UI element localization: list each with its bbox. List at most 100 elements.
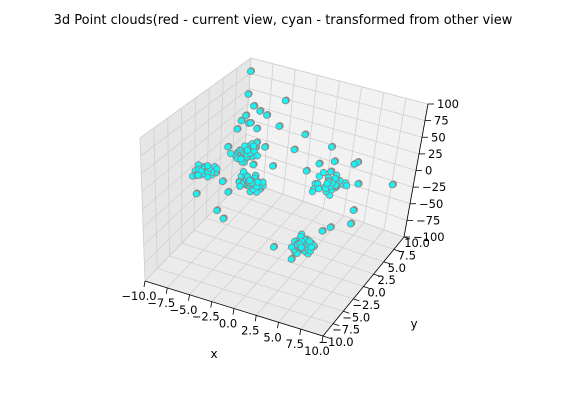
cyan-cluster-point [237, 155, 245, 163]
x-axis-label: x [210, 347, 217, 361]
x-tick-mark [188, 294, 190, 301]
y-tick-label: 10.0 [404, 236, 430, 250]
grid-line-z-side [142, 118, 248, 210]
cyan-cluster-point [203, 162, 212, 170]
cyan-point [315, 160, 323, 168]
cyan-point [192, 190, 200, 198]
cyan-point [349, 206, 357, 215]
z-tick-label: 0 [425, 164, 432, 178]
z-tick-label: −75 [416, 213, 440, 227]
z-tick-label: 100 [437, 97, 459, 111]
grid-line-y-floor [157, 267, 334, 325]
cyan-point [281, 97, 290, 105]
cyan-point [327, 168, 335, 176]
y-tick-mark [373, 273, 380, 277]
y-tick-label: −5.0 [342, 310, 370, 324]
cyan-cluster-point [342, 182, 351, 190]
y-tick-mark [322, 335, 330, 339]
x-tick-mark [210, 301, 213, 308]
grid-line-y-floor [169, 255, 344, 312]
cyan-point [246, 67, 255, 76]
cyan-point [330, 157, 339, 166]
cyan-point [290, 146, 298, 154]
cyan-point [233, 125, 241, 133]
tick-labels: −10.0−7.5−5.0−2.5 0.0 2.5 5.0 7.5 10.0−10.0−7… [121, 97, 459, 358]
cyan-cluster-point [308, 187, 317, 196]
x-tick-label: 7.5 [286, 337, 304, 351]
cyan-point [388, 181, 396, 189]
cyan-point [302, 167, 310, 175]
cyan-point [224, 188, 232, 196]
cyan-point [327, 143, 336, 151]
chart-title: 3d Point clouds(red - current view, cyan… [54, 13, 513, 28]
cyan-point [287, 255, 295, 263]
cyan-cluster-point [246, 176, 254, 184]
z-tick-label: 25 [428, 147, 443, 161]
cyan-cluster-point [236, 182, 244, 190]
x-tick-label: 10.0 [304, 344, 330, 358]
cyan-point [261, 143, 269, 151]
cyan-cluster-point [319, 168, 328, 177]
y-axis-label: y [410, 317, 417, 331]
cyan-point [249, 161, 257, 169]
cyan-point [318, 227, 326, 235]
grid-line-z-back [250, 57, 429, 105]
cyan-cluster-point [227, 149, 235, 158]
z-tick-label: −100 [413, 230, 445, 244]
grid-line-y-floor [181, 242, 354, 300]
y-tick-label: −7.5 [332, 323, 360, 337]
grid-line-y-floor [230, 192, 395, 250]
y-tick-label: 7.5 [398, 248, 416, 262]
cyan-cluster-point [213, 165, 221, 173]
cyan-point [218, 177, 227, 186]
x-tick-label: −2.5 [192, 310, 220, 324]
cyan-point [346, 220, 355, 228]
grid-line-z-back [247, 103, 420, 155]
cyan-cluster-point [239, 168, 248, 176]
cyan-point [242, 111, 250, 120]
y-tick-label: −2.5 [352, 298, 380, 312]
cyan-point [354, 180, 362, 188]
cyan-point [326, 223, 334, 232]
grid-line-z-side [140, 72, 251, 157]
x-tick-mark [232, 308, 235, 315]
cyan-cluster-point [243, 146, 252, 154]
grid-line-y-floor [193, 230, 364, 287]
cyan-point [219, 215, 227, 223]
y-tick-label: 2.5 [377, 273, 395, 287]
cyan-cluster-point [254, 178, 262, 186]
grid-line-z-side [139, 57, 252, 139]
grid-line-z-side [144, 179, 244, 282]
z-tick-label: −25 [422, 180, 446, 194]
grid-line-z-back [249, 72, 426, 122]
cyan-cluster-point [305, 237, 314, 245]
cyan-point [237, 117, 245, 125]
z-tick-label: 50 [431, 130, 446, 144]
z-tick-label: 75 [434, 114, 449, 128]
cyan-cluster-point [307, 243, 315, 251]
x-tick-label: 5.0 [263, 330, 281, 344]
x-tick-mark [321, 335, 324, 343]
x-tick-mark [299, 329, 302, 336]
y-tick-mark [393, 248, 401, 252]
cyan-cluster-point [253, 152, 261, 160]
y-tick-mark [353, 298, 360, 302]
cyan-point [250, 102, 258, 110]
cyan-point [224, 143, 232, 151]
grid-line-z-side [144, 164, 245, 264]
x-tick-label: −10.0 [121, 289, 156, 303]
x-tick-mark [165, 287, 168, 294]
z-tick-label: −50 [419, 197, 443, 211]
grid-line-z-back [245, 133, 414, 188]
cyan-point [269, 243, 278, 251]
y-tick-label: 5.0 [388, 261, 406, 275]
grid-line-z-back [242, 179, 405, 238]
cyan-point [253, 125, 261, 133]
cyan-cluster-point [323, 179, 331, 188]
cyan-point [301, 130, 309, 139]
cyan-point [269, 162, 277, 170]
grid-line-z-side [141, 88, 250, 175]
y-tick-mark [363, 286, 370, 289]
cyan-point [244, 90, 252, 98]
